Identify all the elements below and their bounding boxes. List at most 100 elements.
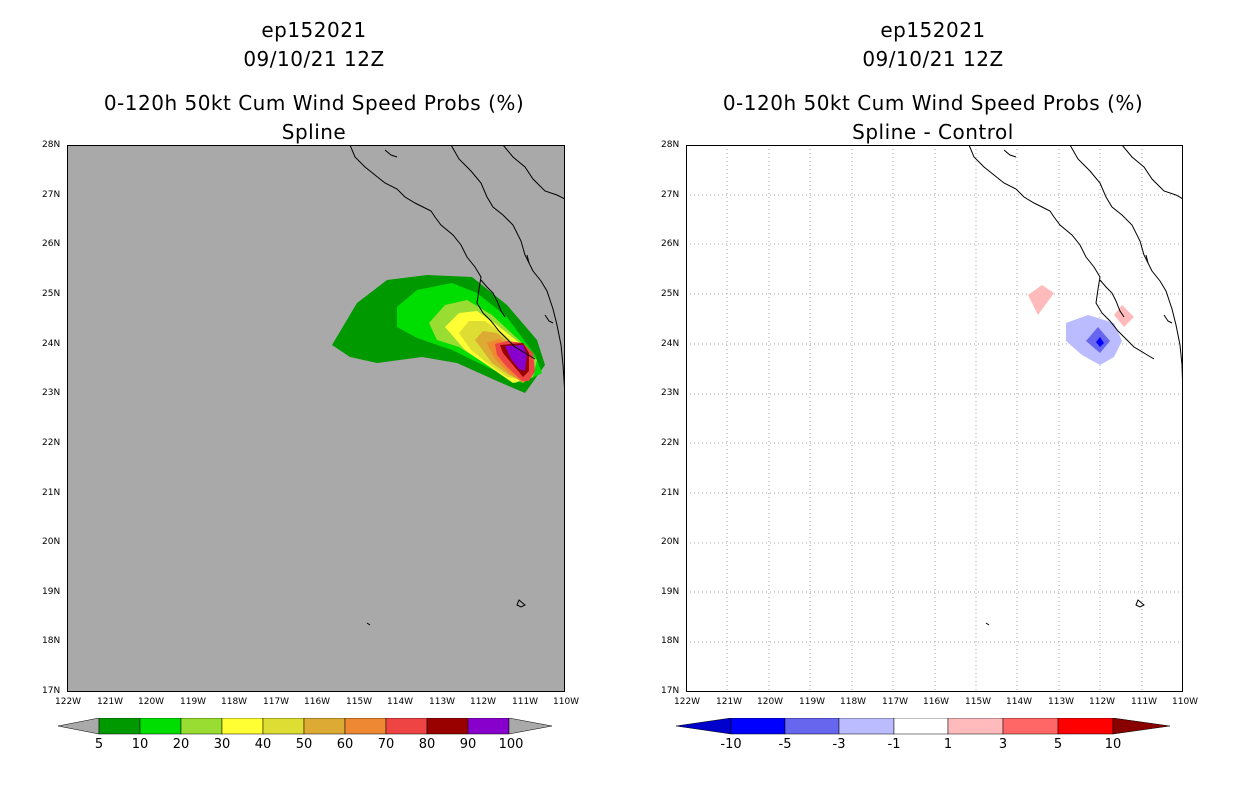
left-coastline [349, 145, 565, 626]
right-title-storm-id: ep152021 [880, 18, 986, 42]
left-lat-label: 25N [42, 289, 61, 299]
right-lon-label: 114W [1006, 697, 1033, 707]
left-title-date: 09/10/21 12Z [243, 47, 385, 71]
right-legend-label: -5 [778, 737, 792, 752]
left-lon-label: 115W [346, 697, 373, 707]
legend-swatch [221, 718, 264, 735]
left-legend-label: 50 [295, 737, 313, 752]
right-map-background [686, 145, 1183, 692]
diff-contour-pos-east [1114, 305, 1134, 327]
legend-swatch [262, 718, 305, 735]
legend-swatch [426, 718, 469, 735]
right-title-date: 09/10/21 12Z [862, 47, 1004, 71]
right-lon-label: 118W [840, 697, 867, 707]
right-legend-label: -10 [720, 737, 742, 752]
right-lon-label: 112W [1089, 697, 1116, 707]
left-title-storm-id: ep152021 [261, 18, 367, 42]
left-lon-label: 121W [97, 697, 124, 707]
right-lat-label: 22N [661, 438, 680, 448]
right-lat-label: 18N [661, 636, 680, 646]
left-lat-label: 22N [42, 438, 61, 448]
legend-arrow-right [1112, 718, 1171, 735]
right-title-product: 0-120h 50kt Cum Wind Speed Probs (%) [722, 91, 1144, 115]
right-lon-label: 122W [674, 697, 701, 707]
right-lat-label: 19N [661, 587, 680, 597]
right-lat-label: 27N [661, 190, 680, 200]
legend-swatch [180, 718, 223, 735]
left-lon-label: 120W [138, 697, 165, 707]
legend-swatch [730, 718, 786, 735]
left-lon-label: 122W [55, 697, 82, 707]
left-lon-label: 110W [553, 697, 580, 707]
left-title-method: Spline [281, 120, 347, 144]
right-lon-label: 115W [965, 697, 992, 707]
left-legend-label: 70 [377, 737, 395, 752]
left-lat-label: 28N [42, 140, 61, 150]
right-lon-label: 110W [1172, 697, 1199, 707]
legend-swatch [784, 718, 840, 735]
right-lon-label: 119W [799, 697, 826, 707]
left-lon-label: 114W [387, 697, 414, 707]
left-legend-label: 40 [254, 737, 272, 752]
left-lat-label: 27N [42, 190, 61, 200]
left-lat-label: 17N [42, 686, 61, 696]
right-lon-label: 113W [1048, 697, 1075, 707]
legend-arrow-left [676, 718, 732, 735]
legend-swatch [1057, 718, 1114, 735]
right-lon-label: 117W [882, 697, 909, 707]
right-legend-label: -3 [832, 737, 846, 752]
left-legend-label: 60 [336, 737, 354, 752]
prob-contour-90 [505, 345, 527, 371]
right-lon-label: 120W [757, 697, 784, 707]
left-lon-label: 116W [304, 697, 331, 707]
right-lat-label: 17N [661, 686, 680, 696]
legend-swatch [947, 718, 1004, 735]
left-lat-label: 23N [42, 388, 61, 398]
legend-swatch [139, 718, 182, 735]
legend-arrow-right [508, 718, 553, 735]
right-legend-label: 3 [998, 737, 1008, 752]
left-lon-label: 112W [470, 697, 497, 707]
diff-contour-pos-west [1028, 285, 1054, 315]
left-lat-label: 21N [42, 488, 61, 498]
left-lon-label: 118W [221, 697, 248, 707]
left-lat-label: 26N [42, 239, 61, 249]
left-legend-label: 30 [213, 737, 231, 752]
left-legend-label: 5 [94, 737, 104, 752]
right-legend-label: 10 [1104, 737, 1122, 752]
right-difference-map [686, 145, 1183, 692]
left-legend-label: 90 [459, 737, 477, 752]
right-lon-label: 111W [1131, 697, 1158, 707]
left-lon-label: 119W [180, 697, 207, 707]
legend-swatch [385, 718, 428, 735]
legend-swatch [467, 718, 510, 735]
right-lon-label: 121W [716, 697, 743, 707]
legend-swatch [838, 718, 895, 735]
left-lat-label: 19N [42, 587, 61, 597]
left-legend-label: 80 [418, 737, 436, 752]
right-lat-label: 28N [661, 140, 680, 150]
left-lon-label: 113W [429, 697, 456, 707]
right-lat-label: 20N [661, 537, 680, 547]
right-map-frame [686, 145, 1183, 692]
right-coastline [968, 145, 1183, 626]
right-title-method: Spline - Control [852, 120, 1014, 144]
left-legend-label: 20 [172, 737, 190, 752]
right-lat-label: 24N [661, 339, 680, 349]
left-lat-label: 20N [42, 537, 61, 547]
right-lat-label: 26N [661, 239, 680, 249]
right-lon-label: 116W [923, 697, 950, 707]
legend-arrow-left [58, 718, 100, 735]
legend-swatch [893, 718, 949, 735]
left-lat-label: 18N [42, 636, 61, 646]
left-map-frame [67, 145, 565, 692]
left-map-background [67, 145, 565, 692]
left-title-product: 0-120h 50kt Cum Wind Speed Probs (%) [103, 91, 525, 115]
right-lat-label: 21N [661, 488, 680, 498]
legend-swatch [98, 718, 141, 735]
left-lon-label: 111W [512, 697, 539, 707]
right-lat-label: 25N [661, 289, 680, 299]
right-lat-label: 23N [661, 388, 680, 398]
legend-swatch [303, 718, 346, 735]
right-grid [686, 145, 1183, 692]
